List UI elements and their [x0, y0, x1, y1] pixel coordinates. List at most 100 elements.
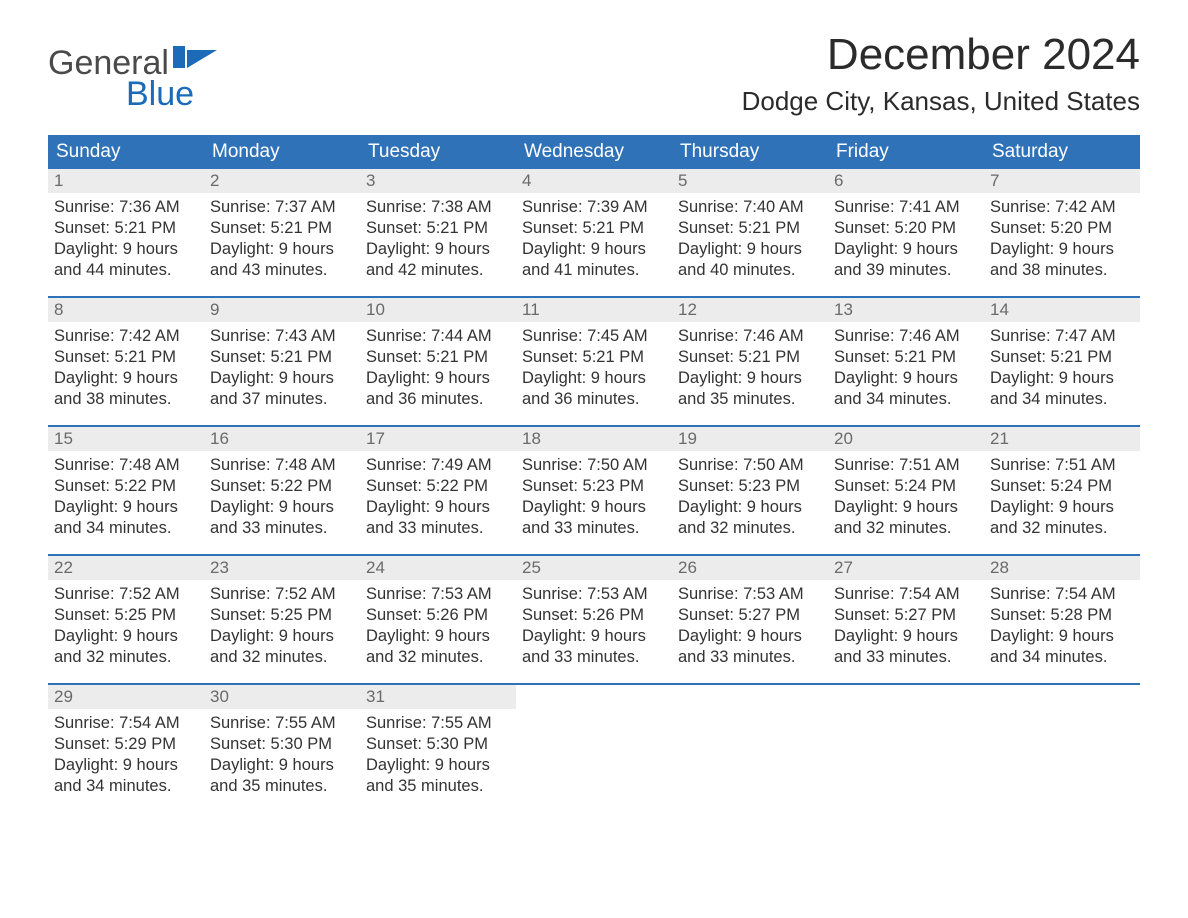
day-number: 15	[48, 427, 204, 451]
daylight-line-1: Daylight: 9 hours	[210, 239, 354, 260]
sunset-line: Sunset: 5:22 PM	[210, 476, 354, 497]
day-details: Sunrise: 7:54 AMSunset: 5:29 PMDaylight:…	[48, 709, 204, 797]
calendar-cell: 8Sunrise: 7:42 AMSunset: 5:21 PMDaylight…	[48, 298, 204, 426]
daylight-line-1: Daylight: 9 hours	[990, 368, 1134, 389]
daylight-line-1: Daylight: 9 hours	[678, 368, 822, 389]
sunset-line: Sunset: 5:21 PM	[678, 218, 822, 239]
day-details: Sunrise: 7:48 AMSunset: 5:22 PMDaylight:…	[204, 451, 360, 539]
day-number: 25	[516, 556, 672, 580]
sunrise-line: Sunrise: 7:52 AM	[210, 584, 354, 605]
calendar-cell: 2Sunrise: 7:37 AMSunset: 5:21 PMDaylight…	[204, 169, 360, 297]
daylight-line-2: and 34 minutes.	[990, 647, 1134, 668]
daylight-line-1: Daylight: 9 hours	[678, 239, 822, 260]
day-details: Sunrise: 7:47 AMSunset: 5:21 PMDaylight:…	[984, 322, 1140, 410]
calendar-cell: 11Sunrise: 7:45 AMSunset: 5:21 PMDayligh…	[516, 298, 672, 426]
calendar-week: 22Sunrise: 7:52 AMSunset: 5:25 PMDayligh…	[48, 556, 1140, 684]
day-number: 24	[360, 556, 516, 580]
day-details: Sunrise: 7:36 AMSunset: 5:21 PMDaylight:…	[48, 193, 204, 281]
daylight-line-2: and 38 minutes.	[54, 389, 198, 410]
calendar-cell: 13Sunrise: 7:46 AMSunset: 5:21 PMDayligh…	[828, 298, 984, 426]
daylight-line-2: and 33 minutes.	[522, 518, 666, 539]
day-number: 10	[360, 298, 516, 322]
header-block: General Blue December 2024 Dodge City, K…	[48, 30, 1140, 117]
calendar-cell	[516, 685, 672, 813]
daylight-line-2: and 34 minutes.	[54, 776, 198, 797]
day-details: Sunrise: 7:54 AMSunset: 5:28 PMDaylight:…	[984, 580, 1140, 668]
day-number: 26	[672, 556, 828, 580]
calendar-cell	[828, 685, 984, 813]
daylight-line-1: Daylight: 9 hours	[54, 755, 198, 776]
sunrise-line: Sunrise: 7:38 AM	[366, 197, 510, 218]
daylight-line-2: and 36 minutes.	[366, 389, 510, 410]
daylight-line-1: Daylight: 9 hours	[366, 368, 510, 389]
dayheader-monday: Monday	[204, 135, 360, 169]
day-number: 12	[672, 298, 828, 322]
sunrise-line: Sunrise: 7:54 AM	[834, 584, 978, 605]
sunrise-line: Sunrise: 7:47 AM	[990, 326, 1134, 347]
sunset-line: Sunset: 5:29 PM	[54, 734, 198, 755]
daylight-line-1: Daylight: 9 hours	[678, 497, 822, 518]
sunrise-line: Sunrise: 7:36 AM	[54, 197, 198, 218]
daylight-line-1: Daylight: 9 hours	[990, 239, 1134, 260]
day-details: Sunrise: 7:39 AMSunset: 5:21 PMDaylight:…	[516, 193, 672, 281]
calendar-cell: 19 Sunrise: 7:50 AMSunset: 5:23 PMDayligh…	[672, 427, 828, 555]
day-details: Sunrise: 7:46 AMSunset: 5:21 PMDaylight:…	[828, 322, 984, 410]
day-number: 17	[360, 427, 516, 451]
sunset-line: Sunset: 5:23 PM	[678, 476, 822, 497]
day-number: 29	[48, 685, 204, 709]
day-details: Sunrise: 7:45 AMSunset: 5:21 PMDaylight:…	[516, 322, 672, 410]
day-number: 4	[516, 169, 672, 193]
daylight-line-1: Daylight: 9 hours	[990, 626, 1134, 647]
day-number: 20	[828, 427, 984, 451]
daylight-line-2: and 32 minutes.	[54, 647, 198, 668]
day-details: Sunrise: 7:52 AMSunset: 5:25 PMDaylight:…	[204, 580, 360, 668]
sunset-line: Sunset: 5:24 PM	[990, 476, 1134, 497]
calendar-cell: 18Sunrise: 7:50 AMSunset: 5:23 PMDayligh…	[516, 427, 672, 555]
calendar-cell: 10Sunrise: 7:44 AMSunset: 5:21 PMDayligh…	[360, 298, 516, 426]
calendar-cell	[984, 685, 1140, 813]
daylight-line-2: and 36 minutes.	[522, 389, 666, 410]
day-number: 28	[984, 556, 1140, 580]
day-number: 8	[48, 298, 204, 322]
sunrise-line: Sunrise: 7:44 AM	[366, 326, 510, 347]
day-number: 19	[672, 427, 828, 451]
daylight-line-2: and 32 minutes.	[834, 518, 978, 539]
sunset-line: Sunset: 5:21 PM	[210, 218, 354, 239]
day-number: 22	[48, 556, 204, 580]
day-details: Sunrise: 7:41 AMSunset: 5:20 PMDaylight:…	[828, 193, 984, 281]
sunset-line: Sunset: 5:21 PM	[366, 347, 510, 368]
calendar-week: 8Sunrise: 7:42 AMSunset: 5:21 PMDaylight…	[48, 298, 1140, 426]
day-number: 30	[204, 685, 360, 709]
sunrise-line: Sunrise: 7:50 AM	[678, 455, 822, 476]
dayheader-sunday: Sunday	[48, 135, 204, 169]
daylight-line-2: and 33 minutes.	[678, 647, 822, 668]
sunrise-line: Sunrise: 7:55 AM	[366, 713, 510, 734]
day-details: Sunrise: 7:44 AMSunset: 5:21 PMDaylight:…	[360, 322, 516, 410]
calendar-cell: 22Sunrise: 7:52 AMSunset: 5:25 PMDayligh…	[48, 556, 204, 684]
day-details: Sunrise: 7:51 AMSunset: 5:24 PMDaylight:…	[828, 451, 984, 539]
daylight-line-1: Daylight: 9 hours	[522, 626, 666, 647]
sunrise-line: Sunrise: 7:48 AM	[210, 455, 354, 476]
day-number: 18	[516, 427, 672, 451]
daylight-line-1: Daylight: 9 hours	[522, 239, 666, 260]
daylight-line-2: and 33 minutes.	[210, 518, 354, 539]
brand-logo: General Blue	[48, 30, 217, 114]
daylight-line-2: and 37 minutes.	[210, 389, 354, 410]
sunrise-line: Sunrise: 7:39 AM	[522, 197, 666, 218]
day-number: 23	[204, 556, 360, 580]
calendar-cell: 31Sunrise: 7:55 AMSunset: 5:30 PMDayligh…	[360, 685, 516, 813]
sunrise-line: Sunrise: 7:53 AM	[366, 584, 510, 605]
day-number: 7	[984, 169, 1140, 193]
sunrise-line: Sunrise: 7:54 AM	[990, 584, 1134, 605]
sunrise-line: Sunrise: 7:49 AM	[366, 455, 510, 476]
sunrise-line: Sunrise: 7:37 AM	[210, 197, 354, 218]
calendar-cell: 26Sunrise: 7:53 AMSunset: 5:27 PMDayligh…	[672, 556, 828, 684]
day-number: 11	[516, 298, 672, 322]
daylight-line-1: Daylight: 9 hours	[210, 755, 354, 776]
calendar-cell: 5Sunrise: 7:40 AMSunset: 5:21 PMDaylight…	[672, 169, 828, 297]
daylight-line-1: Daylight: 9 hours	[54, 626, 198, 647]
sunrise-line: Sunrise: 7:52 AM	[54, 584, 198, 605]
day-number: 6	[828, 169, 984, 193]
daylight-line-2: and 39 minutes.	[834, 260, 978, 281]
daylight-line-1: Daylight: 9 hours	[834, 626, 978, 647]
